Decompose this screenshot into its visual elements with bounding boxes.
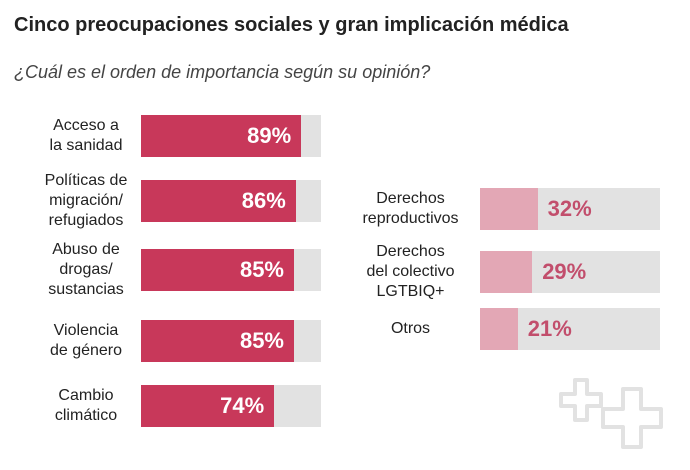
value-label: 32% <box>547 196 592 221</box>
value-label: 29% <box>542 259 587 284</box>
bar <box>480 251 533 293</box>
category-label: Acceso a la sanidad <box>49 117 123 154</box>
value-label: 21% <box>527 316 572 341</box>
value-label: 86% <box>241 188 286 213</box>
category-label: Violencia de género <box>49 322 123 359</box>
bar <box>141 115 302 157</box>
cross-decoration <box>559 378 663 449</box>
category-label: Abuso de drogas/ sustancias <box>48 241 124 298</box>
category-label: Derechos del colectivo LGTBIQ+ <box>366 243 455 300</box>
bar <box>141 320 294 362</box>
bar <box>141 249 294 291</box>
value-label: 89% <box>247 123 292 148</box>
value-label: 85% <box>239 328 284 353</box>
value-label: 74% <box>220 393 265 418</box>
chart-title: Cinco preocupaciones sociales y gran imp… <box>14 14 569 36</box>
bar <box>141 180 296 222</box>
value-label: 85% <box>239 257 284 282</box>
category-label: Derechos reproductivos <box>362 190 459 227</box>
category-label: Políticas de migración/ refugiados <box>44 172 128 229</box>
category-label: Cambio climático <box>54 387 118 424</box>
bar <box>141 385 275 427</box>
bar <box>480 308 518 350</box>
bar <box>480 188 538 230</box>
category-label: Otros <box>390 320 431 337</box>
chart-subtitle: ¿Cuál es el orden de importancia según s… <box>14 62 431 82</box>
